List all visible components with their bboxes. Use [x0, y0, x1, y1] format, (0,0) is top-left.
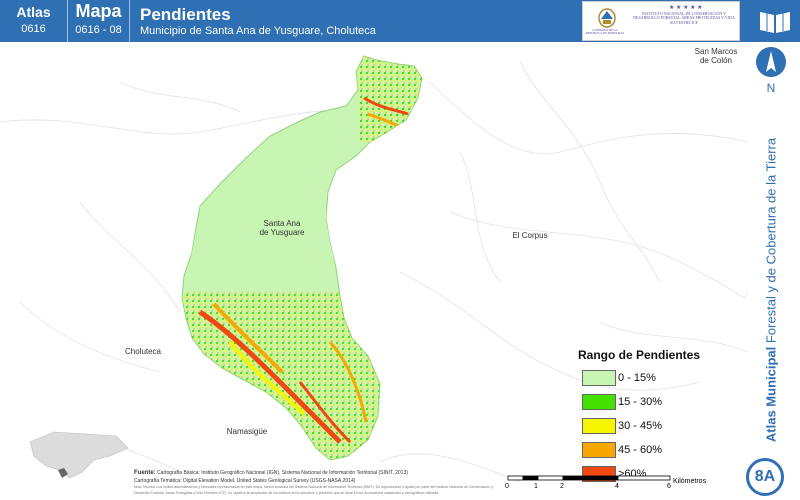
source-label: Fuente: — [134, 470, 156, 476]
legend-label: 0 - 15% — [618, 372, 656, 384]
legend-swatch — [582, 370, 616, 386]
series-title-bold: Atlas Municipal — [763, 346, 779, 443]
legend-item: 45 - 60% — [578, 441, 738, 461]
north-letter: N — [766, 81, 776, 95]
legend-label: 15 - 30% — [618, 396, 663, 408]
north-arrow — [756, 47, 786, 77]
series-title-rest: Forestal y de Cobertura de la Tierra — [763, 137, 779, 347]
mapa-number: 0616 - 08 — [75, 24, 122, 36]
institution-logos: GOBIERNO DE LA REPÚBLICA DE HONDURAS ★ ★… — [582, 1, 740, 41]
scale-tick-label: 1 — [534, 483, 538, 490]
scale-bar-graphic — [507, 475, 671, 481]
slope-map: Santa Ana de Yusguare El Corpus Cholutec… — [0, 42, 749, 500]
legend-swatch — [582, 418, 616, 434]
mapa-label: Mapa — [75, 1, 122, 21]
legend-label: 45 - 60% — [618, 444, 663, 456]
place-label-santa-ana: Santa Ana de Yusguare — [259, 219, 305, 237]
place-label-el-corpus: El Corpus — [512, 231, 548, 240]
technical-note: Nota Técnica: Los límites administrativo… — [134, 484, 493, 495]
open-book-icon — [760, 12, 790, 33]
atlas-number: 0616 — [21, 23, 46, 35]
honduras-coat-of-arms-icon — [598, 8, 616, 28]
map-subtitle: Municipio de Santa Ana de Yusguare, Chol… — [140, 25, 376, 37]
map-title: Pendientes — [140, 5, 231, 24]
atlas-number-box: Atlas 0616 — [0, 0, 68, 42]
honduras-locator-inset — [29, 431, 129, 479]
logo-left-text: GOBIERNO DE LA REPÚBLICA DE HONDURAS — [585, 28, 625, 36]
legend: Rango de Pendientes 0 - 15% 15 - 30% 30 … — [578, 348, 738, 489]
series-title: Atlas Municipal Forestal y de Cobertura … — [764, 138, 779, 442]
logo-right-text: INSTITUTO NACIONAL DE CONSERVACIÓN Y DES… — [633, 11, 735, 25]
source-line-2: Cartografía Temática: Digital Elevation … — [134, 477, 356, 484]
legend-item: 30 - 45% — [578, 417, 738, 437]
stars-icon: ★ ★ ★ ★ ★ — [669, 5, 703, 11]
place-label-choluteca: Choluteca — [124, 347, 162, 356]
scale-bar: 0 1 2 4 6 Kilómetros — [505, 474, 707, 500]
mapa-number-box: Mapa 0616 - 08 — [68, 0, 130, 42]
place-label-san-marcos: San Marcos de Colón — [694, 47, 738, 65]
place-label-namasigue: Namasigüe — [226, 427, 268, 436]
map-code-badge: 8A — [746, 458, 784, 496]
source-line-1: Cartografía Básica: Instituto Geográfico… — [157, 470, 408, 476]
source-note: Fuente: Cartografía Básica: Instituto Ge… — [134, 470, 504, 496]
header-bar: Atlas 0616 Mapa 0616 - 08 Pendientes Mun… — [0, 0, 750, 42]
north-arrow-icon — [766, 51, 776, 72]
scale-tick-label: 6 — [667, 483, 671, 490]
atlas-label: Atlas — [16, 4, 51, 20]
legend-item: 0 - 15% — [578, 369, 738, 389]
book-box — [750, 0, 800, 42]
scale-tick-label: 0 — [505, 483, 509, 490]
legend-swatch — [582, 394, 616, 410]
scale-unit: Kilómetros — [673, 478, 707, 485]
map-canvas — [0, 55, 749, 483]
scale-tick-label: 4 — [615, 483, 619, 490]
legend-title: Rango de Pendientes — [578, 348, 701, 362]
legend-swatch — [582, 442, 616, 458]
scale-tick-label: 2 — [560, 483, 564, 490]
legend-item: 15 - 30% — [578, 393, 738, 413]
legend-label: 30 - 45% — [618, 420, 663, 432]
